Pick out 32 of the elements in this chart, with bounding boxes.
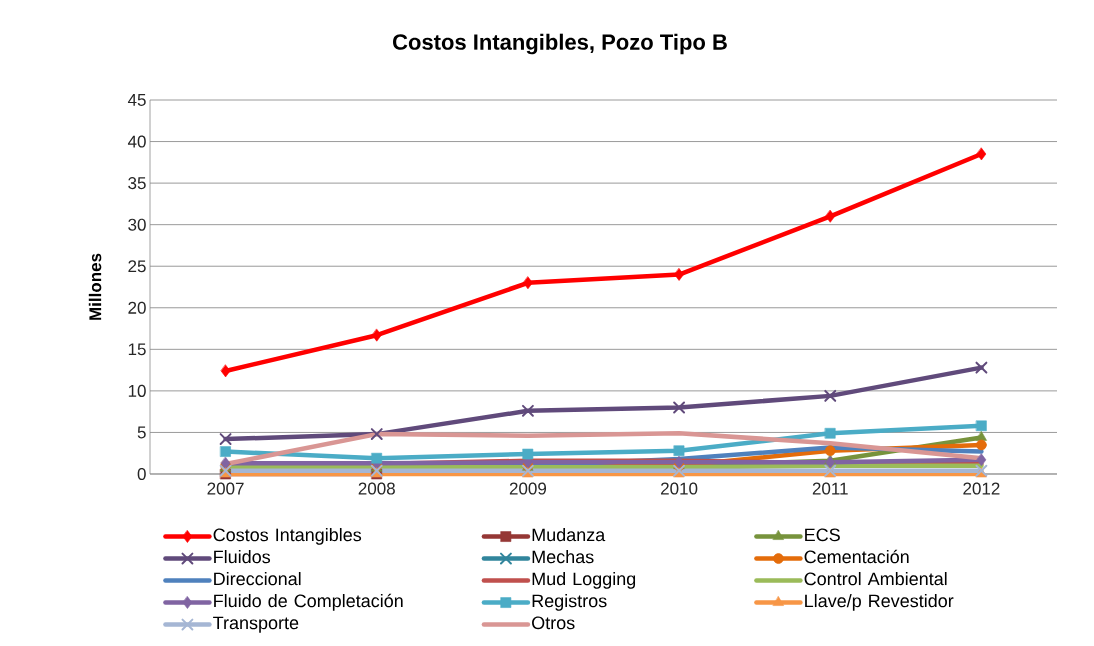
y-tick-label: 15 (128, 343, 146, 356)
legend-label: Mechas (532, 550, 594, 564)
legend-label: Cementación (804, 549, 909, 564)
x-tick-label: 2012 (963, 482, 1000, 495)
legend-label: Mud Logging (532, 572, 636, 589)
legend-label: Direccional (214, 572, 301, 586)
y-tick-label: 45 (127, 94, 146, 106)
legend-label: Transporte (213, 616, 299, 633)
y-tick-label: 25 (128, 260, 146, 273)
legend-label: Fluidos (214, 550, 271, 564)
x-tick-label: 2007 (207, 482, 244, 495)
y-tick-label: 20 (128, 301, 146, 314)
x-tick-label: 2009 (509, 482, 547, 495)
chart-title: Costos Intangibles, Pozo Tipo B (393, 33, 727, 55)
legend-label: Fluido de Completación (214, 593, 403, 611)
y-tick-label: 10 (128, 384, 146, 397)
legend-label: Mudanza (532, 528, 606, 542)
x-tick-label: 2008 (358, 482, 395, 495)
y-tick-label: 30 (128, 218, 146, 231)
x-tick-label: 2010 (661, 482, 698, 495)
y-tick-label: 0 (137, 467, 146, 481)
y-tick-label: 40 (127, 135, 146, 148)
legend-label: Llave/p Revestidor (805, 594, 954, 611)
y-tick-label: 5 (137, 426, 146, 439)
legend-label: Costos Intangibles (213, 528, 362, 545)
y-tick-label: 35 (128, 177, 146, 190)
x-tick-label: 2011 (812, 482, 848, 495)
legend-label: ECS (805, 528, 840, 542)
legend-label: Otros (532, 616, 575, 630)
y-axis-title: Millones (88, 253, 102, 320)
legend-label: Registros (532, 594, 607, 611)
legend-label: Control Ambiental (804, 572, 947, 586)
